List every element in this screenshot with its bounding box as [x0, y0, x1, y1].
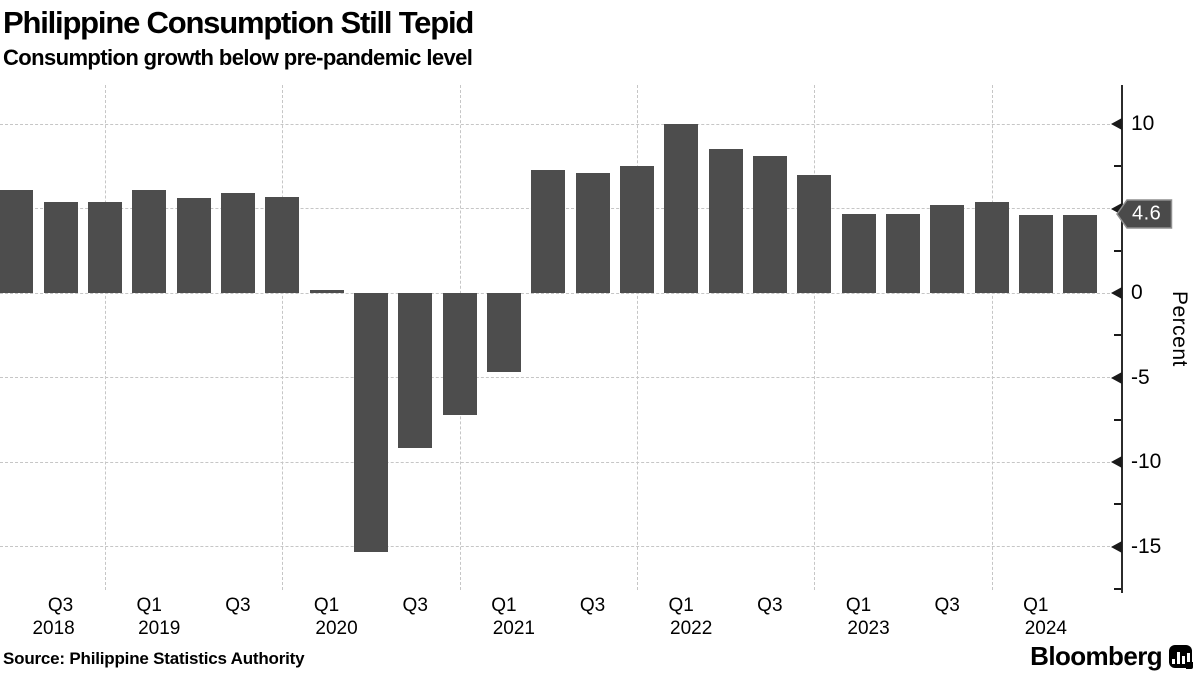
x-tick-label-q3-13: Q3	[579, 595, 606, 616]
gridline-h--15	[0, 546, 1120, 547]
x-year-label-2021: 2021	[492, 618, 536, 639]
source-note: Source: Philippine Statistics Authority	[3, 649, 305, 668]
bar-q3-2022	[752, 156, 787, 293]
bar-q2-2022	[708, 149, 743, 293]
y-axis-title: Percent	[1168, 291, 1191, 367]
y-tick-arrow--5	[1111, 371, 1122, 384]
y-tick-minor	[1114, 334, 1121, 337]
x-tick-label-q1-23: Q1	[1023, 595, 1049, 616]
x-year-label-2023: 2023	[847, 618, 890, 639]
x-tick-label-q3-9: Q3	[402, 595, 428, 616]
bar-q2-2024	[1063, 215, 1098, 293]
x-tick-label-q3-17: Q3	[757, 595, 783, 616]
x-year-label-2022: 2022	[670, 618, 713, 639]
bar-q3-2020	[398, 293, 433, 449]
y-tick-arrow-10	[1111, 118, 1122, 130]
bar-q2-2021	[531, 169, 566, 293]
x-tick-label-q1-3: Q1	[136, 595, 162, 616]
bar-q2-2018	[0, 189, 34, 293]
bar-q3-2018	[43, 201, 78, 293]
y-tick-arrow--10	[1111, 456, 1122, 468]
bloomberg-logo: Bloomberg	[1030, 641, 1193, 672]
y-tick-arrow-0	[1111, 287, 1122, 299]
bar-q3-2023	[930, 205, 965, 293]
bar-q2-2020	[353, 293, 388, 552]
y-tick-label-0: 0	[1131, 281, 1143, 304]
bar-q4-2021	[619, 166, 654, 293]
bar-q4-2018	[87, 201, 122, 293]
y-tick-minor	[1114, 587, 1121, 590]
y-tick-label-10: 10	[1131, 112, 1155, 135]
bar-q2-2023	[885, 213, 920, 293]
y-tick-minor	[1114, 165, 1121, 168]
gridline-year	[636, 85, 638, 590]
bar-q1-2020	[309, 289, 344, 293]
bar-q3-2021	[575, 173, 610, 293]
chart-subtitle: Consumption growth below pre-pandemic le…	[3, 45, 473, 70]
bar-q2-2019	[176, 198, 211, 293]
x-tick-label-q1-19: Q1	[845, 595, 872, 616]
x-tick-label-q3-5: Q3	[225, 595, 251, 616]
x-tick-label-q1-11: Q1	[491, 595, 517, 616]
y-tick-arrow-5	[1111, 202, 1122, 215]
y-axis-line	[1121, 85, 1123, 593]
x-year-label-2024: 2024	[1024, 618, 1067, 639]
y-tick-minor	[1114, 418, 1121, 421]
y-tick-minor	[1114, 503, 1121, 506]
bar-q1-2021	[486, 293, 521, 373]
bar-q4-2020	[442, 293, 477, 415]
bar-q1-2023	[841, 213, 876, 293]
y-tick-label--5: -5	[1131, 365, 1150, 389]
bar-q4-2019	[265, 196, 300, 293]
x-tick-label-q3-21: Q3	[934, 595, 960, 616]
bar-q3-2019	[220, 193, 255, 293]
bar-q1-2019	[132, 189, 167, 293]
last-value-badge: 4.6	[1116, 198, 1173, 230]
bloomberg-terminal-icon	[1169, 645, 1193, 669]
x-year-label-2018: 2018	[32, 618, 75, 639]
chart-title: Philippine Consumption Still Tepid	[3, 5, 474, 40]
x-year-label-2020: 2020	[315, 618, 358, 639]
y-tick-minor	[1114, 249, 1121, 252]
bar-q1-2024	[1018, 215, 1053, 293]
gridline-h--5	[0, 377, 1120, 378]
gridline-year	[282, 85, 284, 590]
bloomberg-wordmark: Bloomberg	[1030, 641, 1162, 671]
x-tick-label-q1-7: Q1	[313, 595, 340, 616]
gridline-h--10	[0, 461, 1120, 463]
x-tick-label-q1-15: Q1	[668, 595, 694, 616]
bar-q4-2022	[797, 174, 832, 293]
y-tick-label--15: -15	[1131, 534, 1162, 558]
gridline-h-10	[0, 123, 1120, 125]
bar-q1-2022	[664, 124, 699, 293]
y-tick-label--10: -10	[1131, 450, 1162, 473]
gridline-h-0	[0, 292, 1120, 294]
x-year-label-2019: 2019	[138, 618, 181, 639]
last-value-label: 4.6	[1132, 202, 1162, 225]
gridline-year	[991, 85, 993, 590]
y-tick-arrow--15	[1111, 540, 1122, 553]
bar-q4-2023	[974, 201, 1009, 293]
badge-pointer-shape	[1116, 199, 1173, 229]
gridline-year	[814, 85, 816, 590]
x-tick-label-q3-1: Q3	[47, 595, 74, 616]
gridline-year	[104, 85, 106, 590]
